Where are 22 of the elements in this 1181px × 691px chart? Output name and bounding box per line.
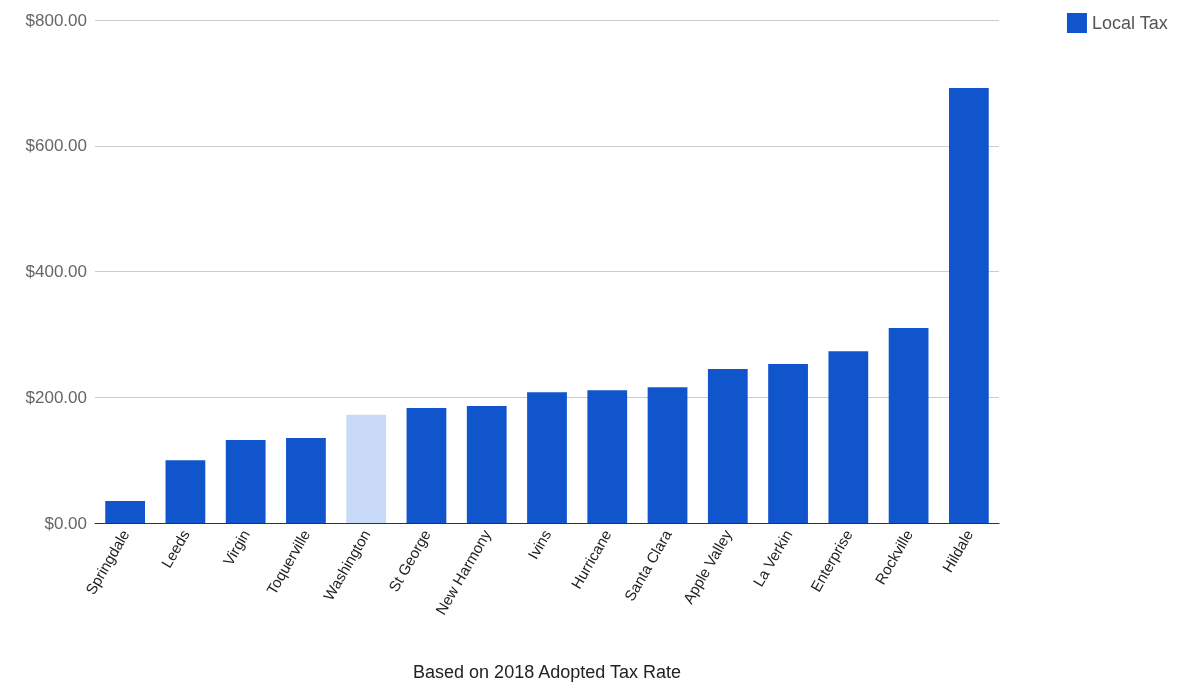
bar bbox=[828, 351, 869, 523]
bar bbox=[587, 390, 628, 523]
bar bbox=[647, 387, 688, 523]
bar bbox=[406, 407, 447, 523]
y-tick-label: $600.00 bbox=[25, 136, 87, 156]
legend-label: Local Tax bbox=[1091, 13, 1168, 33]
bar bbox=[948, 87, 989, 523]
bar bbox=[225, 440, 266, 523]
y-tick-label: $0.00 bbox=[44, 513, 87, 533]
bar bbox=[165, 460, 206, 523]
bar bbox=[286, 438, 326, 523]
bar bbox=[105, 500, 146, 523]
bar bbox=[888, 328, 929, 523]
bar bbox=[466, 406, 507, 523]
bar bbox=[346, 414, 387, 523]
y-tick-label: $200.00 bbox=[25, 387, 87, 407]
y-tick-label: $800.00 bbox=[25, 10, 87, 30]
bar bbox=[707, 368, 748, 523]
bar bbox=[527, 392, 567, 523]
y-tick-label: $400.00 bbox=[25, 262, 87, 281]
bar bbox=[768, 363, 808, 523]
x-axis-title: Based on 2018 Adopted Tax Rate bbox=[413, 662, 681, 682]
